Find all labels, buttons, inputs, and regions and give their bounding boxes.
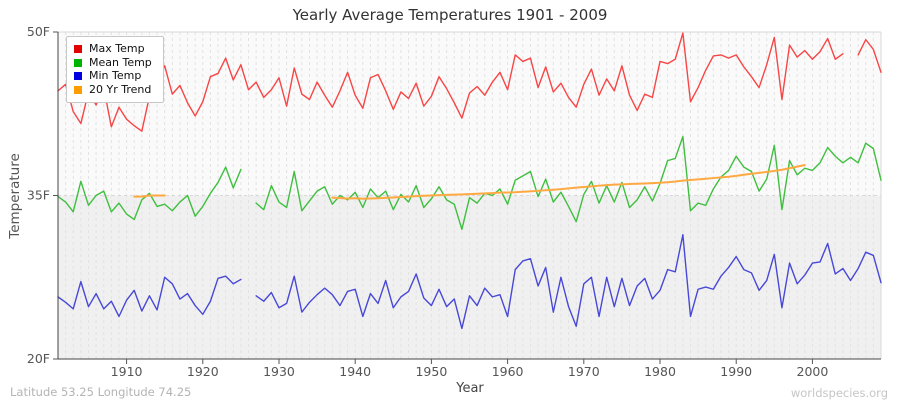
- y-axis-title: Temperature: [7, 153, 23, 239]
- x-tick-label: 1960: [492, 364, 524, 379]
- series-20-yr-trend-line: [133, 163, 806, 200]
- y-tick-label: 20F: [27, 351, 50, 366]
- y-tick-label: 35F: [27, 188, 50, 203]
- x-tick-label: 1930: [263, 364, 295, 379]
- x-tick-label: 1980: [644, 364, 676, 379]
- legend-label: Max Temp: [89, 42, 145, 55]
- legend-item-mean-temp: Mean Temp: [74, 55, 152, 70]
- series-mean-temp-line: [57, 135, 882, 230]
- watermark: worldspecies.org: [790, 386, 888, 400]
- legend-swatch: [74, 58, 82, 67]
- legend-item-max-temp: Max Temp: [74, 42, 152, 56]
- latitude-longitude-label: Latitude 53.25 Longitude 74.25: [10, 385, 192, 399]
- legend-label: 20 Yr Trend: [89, 82, 152, 96]
- x-tick-label: 2000: [797, 364, 829, 379]
- legend-swatch: [74, 45, 82, 54]
- chart-title: Yearly Average Temperatures 1901 - 2009: [292, 6, 608, 24]
- x-tick-label: 1910: [111, 364, 143, 379]
- legend-item-20-yr-trend: 20 Yr Trend: [74, 82, 152, 97]
- x-axis-title: Year: [456, 381, 484, 396]
- legend-item-min-temp: Min Temp: [74, 69, 152, 83]
- legend-swatch: [74, 85, 82, 94]
- plot-band: [58, 32, 881, 196]
- legend-label: Mean Temp: [89, 55, 152, 69]
- legend: Max Temp Mean Temp Min Temp 20 Yr Trend: [66, 36, 164, 103]
- x-tick-label: 1940: [339, 364, 371, 379]
- x-tick-label: 1990: [720, 364, 752, 379]
- series-min-temp-line: [57, 234, 882, 330]
- plot-band: [58, 195, 881, 359]
- x-tick-label: 1920: [187, 364, 219, 379]
- legend-swatch: [74, 72, 82, 81]
- y-tick-label: 50F: [27, 24, 50, 39]
- x-tick-label: 1970: [568, 364, 600, 379]
- series-max-temp-line: [57, 32, 882, 132]
- x-tick-label: 1950: [415, 364, 447, 379]
- legend-label: Min Temp: [89, 69, 142, 82]
